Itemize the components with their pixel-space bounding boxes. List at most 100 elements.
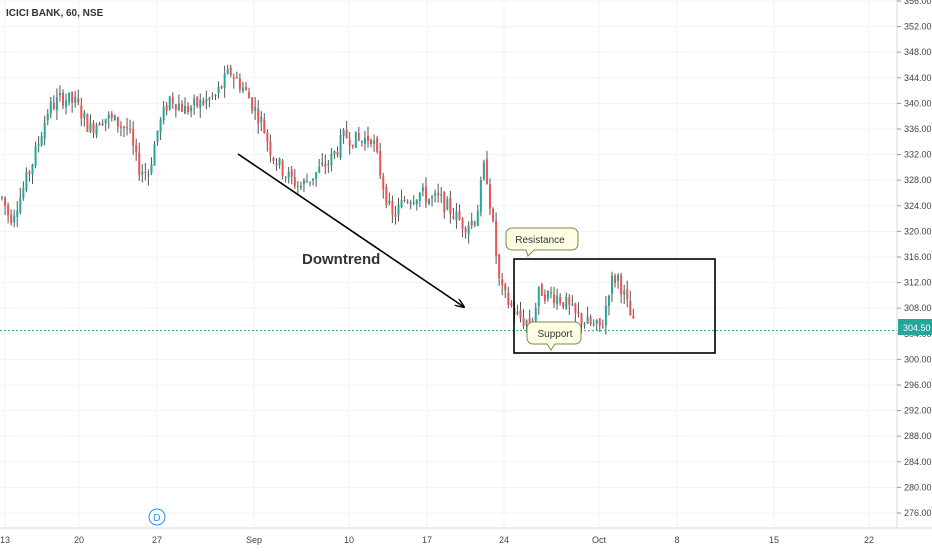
candlestick-series[interactable] (1, 64, 635, 335)
candle-body (98, 123, 101, 126)
candle-body (507, 292, 510, 305)
candle-body (52, 102, 55, 109)
downtrend-arrow[interactable] (237, 153, 464, 307)
candle (589, 314, 592, 327)
candle-body (437, 192, 440, 196)
candle (446, 196, 449, 211)
candle (431, 194, 434, 207)
candle-body (28, 171, 31, 174)
candle (208, 96, 211, 108)
candle-body (592, 324, 595, 326)
candle (345, 121, 348, 139)
candle-body (421, 187, 424, 192)
candle (263, 113, 266, 134)
candle (260, 111, 263, 132)
candle-body (126, 127, 129, 129)
candle (138, 142, 141, 181)
candle (632, 308, 635, 319)
candle (80, 97, 83, 126)
candle (153, 140, 156, 166)
candle (68, 92, 71, 106)
candle-body (40, 136, 43, 146)
candle-body (113, 115, 116, 121)
time-axis-ticks: 13 20 27 Sep 10 17 24 Oct 8 15 22 (0, 535, 874, 545)
candle-body (37, 143, 40, 146)
candle (537, 286, 540, 315)
consolidation-box[interactable] (513, 258, 716, 354)
support-callout[interactable]: Support (526, 321, 582, 351)
grid-lines (0, 0, 897, 528)
candle-body (412, 202, 415, 204)
price-tick-label: 316.00 (904, 252, 932, 262)
candle-body (19, 197, 22, 213)
candle (473, 220, 476, 228)
candle (324, 154, 327, 174)
time-tick-label: 8 (674, 535, 679, 545)
candle (577, 302, 580, 318)
candle-body (293, 176, 296, 187)
time-tick-label: 24 (499, 535, 509, 545)
candle-body (348, 139, 351, 146)
candle-body (546, 291, 549, 299)
candle-body (632, 315, 635, 319)
candle-body (522, 317, 525, 326)
dividend-event-marker[interactable]: D (148, 508, 166, 526)
candle-body (101, 123, 104, 125)
price-tick-label: 312.00 (904, 278, 932, 288)
candle (241, 81, 244, 94)
candle-body (4, 197, 7, 206)
candle (71, 91, 74, 113)
candle (55, 88, 58, 120)
candle-body (229, 67, 232, 75)
candle (159, 117, 162, 140)
candle (13, 209, 16, 228)
candle-body (141, 171, 144, 175)
candle (232, 73, 235, 89)
candle-body (409, 202, 412, 205)
candle (217, 81, 220, 99)
candle-body (119, 126, 122, 128)
candle-body (498, 254, 501, 279)
resistance-callout[interactable]: Resistance (505, 227, 579, 257)
candle-body (620, 275, 623, 295)
candle (327, 159, 330, 174)
candle-body (290, 169, 293, 177)
candle-body (299, 185, 302, 188)
candle (330, 147, 333, 172)
candle-body (281, 160, 284, 177)
candle-body (235, 77, 238, 79)
candle (489, 178, 491, 216)
candle (40, 131, 43, 147)
candle-body (449, 197, 452, 215)
candle-body (168, 96, 171, 110)
candle-body (220, 86, 223, 88)
candle (379, 142, 382, 180)
price-axis[interactable]: 356.00 352.00 348.00 344.00 340.00 336.00 332.… (896, 0, 932, 528)
candle (421, 183, 424, 197)
candle (226, 64, 229, 75)
candle-body (482, 161, 485, 180)
candle (601, 319, 604, 329)
candle (211, 92, 214, 100)
candle (348, 132, 351, 155)
candle-body (89, 123, 92, 132)
candle-body (440, 194, 443, 196)
time-axis[interactable]: 13 20 27 Sep 10 17 24 Oct 8 15 22 (0, 527, 932, 545)
candle-body (171, 96, 174, 104)
candle-body (302, 180, 305, 185)
candle (507, 286, 510, 309)
candle (354, 131, 357, 149)
candle-body (162, 107, 165, 121)
candle (626, 280, 629, 308)
candle (116, 116, 119, 133)
candle (248, 87, 251, 99)
candle (321, 153, 324, 167)
price-tick-label: 348.00 (904, 47, 932, 57)
candle (397, 197, 400, 222)
candle-body (65, 100, 68, 107)
candle-body (537, 286, 540, 307)
candle-body (138, 152, 141, 176)
candle-body (589, 316, 592, 325)
